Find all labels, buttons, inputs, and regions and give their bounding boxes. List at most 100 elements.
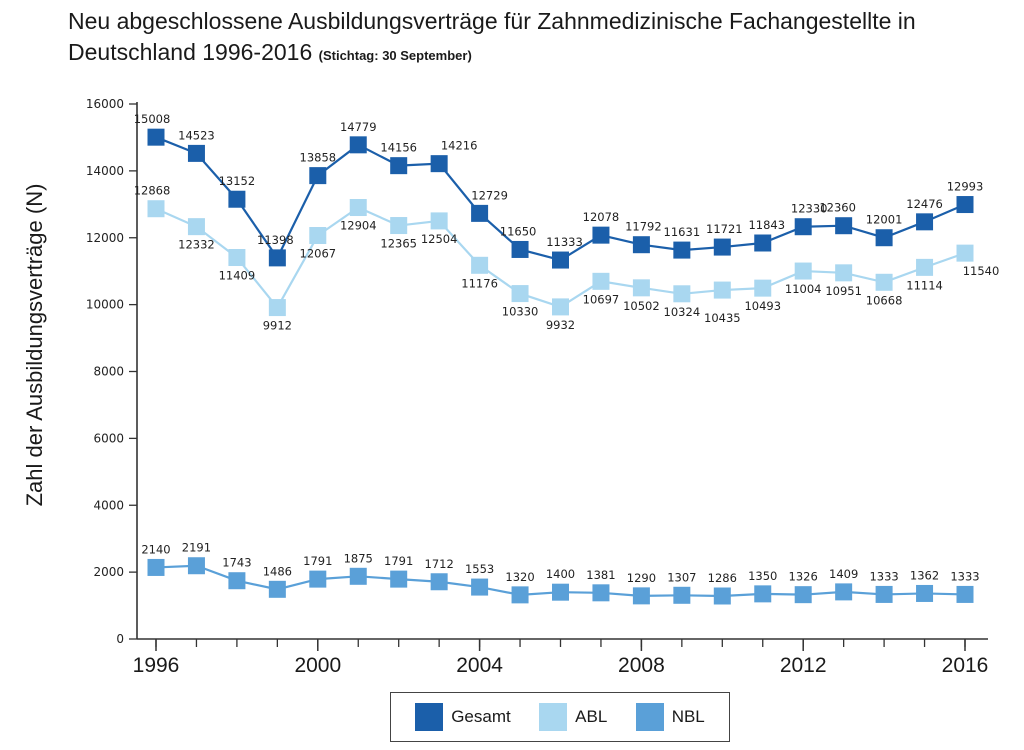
data-label-abl: 9932 — [546, 318, 575, 332]
data-point-nbl — [916, 584, 934, 602]
data-point-gesamt — [754, 234, 772, 252]
data-label-gesamt: 11792 — [625, 220, 662, 234]
data-label-abl: 12332 — [178, 238, 215, 252]
data-point-abl — [309, 227, 327, 245]
data-point-nbl — [309, 570, 327, 588]
data-label-abl: 12868 — [134, 184, 171, 198]
data-label-abl: 12904 — [340, 219, 377, 233]
data-label-gesamt: 15008 — [134, 112, 171, 126]
y-tick-label: 4000 — [93, 498, 124, 512]
data-point-abl — [592, 272, 610, 290]
data-point-abl — [956, 244, 974, 262]
x-tick-label: 2008 — [618, 654, 665, 677]
data-label-nbl: 1381 — [586, 568, 615, 582]
data-label-nbl: 1350 — [748, 569, 777, 583]
data-point-gesamt — [916, 213, 934, 231]
legend: Gesamt ABL NBL — [390, 692, 730, 742]
chart-title-main: Neu abgeschlossene Ausbildungsverträge f… — [68, 8, 916, 65]
data-label-gesamt: 11721 — [706, 222, 743, 236]
data-point-abl — [916, 258, 934, 276]
chart-subtitle: (Stichtag: 30 September) — [318, 48, 472, 63]
data-label-gesamt: 11398 — [257, 233, 294, 247]
y-tick-label: 8000 — [93, 365, 124, 379]
data-point-nbl — [147, 558, 165, 576]
legend-swatch — [539, 703, 568, 731]
data-label-nbl: 1553 — [465, 562, 494, 576]
data-point-abl — [835, 264, 853, 282]
data-label-gesamt: 12729 — [471, 188, 508, 202]
data-label-gesamt: 14216 — [441, 139, 478, 153]
data-point-gesamt — [552, 251, 569, 269]
data-label-nbl: 1791 — [303, 554, 332, 568]
data-label-abl: 12365 — [380, 237, 417, 251]
data-point-nbl — [228, 572, 246, 590]
data-label-gesamt: 14779 — [340, 120, 377, 134]
y-tick-label: 12000 — [86, 231, 124, 245]
data-label-nbl: 1326 — [789, 570, 818, 584]
data-label-gesamt: 12476 — [906, 197, 943, 211]
data-label-abl: 10493 — [744, 299, 781, 313]
data-point-abl — [268, 299, 286, 317]
data-point-nbl — [430, 573, 448, 591]
data-point-abl — [511, 285, 529, 303]
data-label-gesamt: 11333 — [546, 235, 583, 249]
y-tick-label: 0 — [116, 632, 124, 646]
x-tick-label: 1996 — [133, 654, 180, 677]
data-label-gesamt: 13152 — [219, 174, 256, 188]
data-label-abl: 12504 — [421, 232, 458, 246]
data-label-gesamt: 12001 — [866, 213, 903, 227]
legend-swatch — [415, 703, 444, 731]
x-tick-label: 2004 — [456, 654, 503, 677]
legend-item-gesamt: Gesamt — [415, 703, 511, 731]
data-label-abl: 9912 — [263, 319, 292, 333]
data-point-abl — [228, 249, 246, 267]
data-label-nbl: 1362 — [910, 568, 939, 582]
data-label-nbl: 1333 — [950, 569, 979, 583]
data-label-abl: 10435 — [704, 311, 741, 325]
data-point-abl — [673, 285, 691, 303]
data-label-nbl: 2140 — [141, 542, 170, 556]
data-label-gesamt: 11631 — [664, 225, 701, 239]
data-point-nbl — [632, 587, 650, 605]
data-point-gesamt — [268, 249, 286, 267]
data-point-abl — [794, 262, 812, 280]
data-point-gesamt — [187, 144, 205, 162]
data-label-nbl: 1791 — [384, 554, 413, 568]
data-label-abl: 11176 — [461, 276, 498, 290]
data-label-gesamt: 14156 — [380, 141, 417, 155]
data-point-nbl — [268, 580, 286, 598]
data-point-nbl — [390, 570, 408, 588]
data-label-nbl: 2191 — [182, 541, 211, 555]
data-label-abl: 11409 — [219, 269, 256, 283]
data-point-abl — [471, 256, 489, 274]
data-point-abl — [430, 212, 448, 230]
data-point-nbl — [956, 585, 974, 603]
data-point-gesamt — [430, 155, 448, 173]
data-label-gesamt: 13858 — [300, 151, 337, 165]
data-point-gesamt — [390, 157, 408, 175]
data-point-nbl — [187, 557, 205, 575]
data-label-abl: 10697 — [583, 292, 620, 306]
data-point-gesamt — [471, 204, 489, 222]
data-point-abl — [552, 298, 569, 316]
legend-label: Gesamt — [451, 707, 511, 726]
data-point-gesamt — [592, 226, 610, 244]
data-label-gesamt: 12078 — [583, 210, 620, 224]
data-point-abl — [147, 200, 165, 218]
data-point-abl — [875, 273, 893, 291]
legend-item-nbl: NBL — [635, 703, 705, 731]
y-tick-label: 14000 — [86, 164, 124, 178]
data-label-abl: 11004 — [785, 282, 822, 296]
data-point-gesamt — [713, 238, 731, 256]
data-label-abl: 12067 — [300, 247, 337, 261]
data-label-nbl: 1307 — [667, 570, 696, 584]
data-point-abl — [390, 217, 408, 235]
data-label-gesamt: 12993 — [947, 180, 984, 194]
data-point-nbl — [794, 586, 812, 604]
data-point-nbl — [592, 584, 610, 602]
y-tick-label: 16000 — [86, 97, 124, 111]
x-tick-label: 2012 — [780, 654, 827, 677]
data-point-gesamt — [875, 229, 893, 247]
data-point-gesamt — [956, 196, 974, 214]
x-tick-label: 2000 — [294, 654, 341, 677]
